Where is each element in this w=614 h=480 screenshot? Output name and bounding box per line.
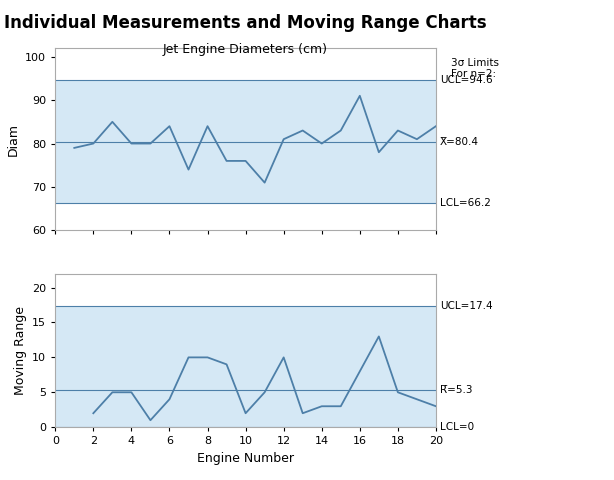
Text: UCL=17.4: UCL=17.4: [440, 300, 492, 311]
Y-axis label: Moving Range: Moving Range: [14, 306, 26, 395]
Text: X̅=80.4: X̅=80.4: [440, 137, 479, 147]
Bar: [55, 306, 436, 427]
Y-axis label: Diam: Diam: [7, 123, 20, 156]
Text: UCL=94.6: UCL=94.6: [440, 75, 492, 85]
Text: Individual Measurements and Moving Range Charts: Individual Measurements and Moving Range…: [4, 14, 487, 33]
Text: R̅=5.3: R̅=5.3: [440, 385, 472, 395]
Text: LCL=66.2: LCL=66.2: [440, 198, 491, 208]
X-axis label: Engine Number: Engine Number: [197, 452, 294, 465]
Text: Jet Engine Diameters (cm): Jet Engine Diameters (cm): [163, 43, 328, 56]
Text: LCL=0: LCL=0: [440, 422, 474, 432]
Bar: [55, 80, 436, 204]
Text: 3σ Limits
For n=2:: 3σ Limits For n=2:: [451, 58, 499, 79]
